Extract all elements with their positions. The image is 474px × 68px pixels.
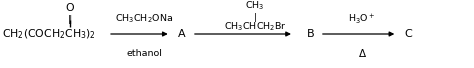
Text: |: | — [254, 13, 256, 21]
Text: H$_3$O$^+$: H$_3$O$^+$ — [348, 12, 376, 26]
Text: CH$_3$CHCH$_2$Br: CH$_3$CHCH$_2$Br — [224, 21, 286, 33]
Text: O: O — [66, 3, 74, 13]
Text: ethanol: ethanol — [127, 49, 163, 58]
Text: C: C — [405, 29, 412, 39]
Text: CH$_3$CH$_2$ONa: CH$_3$CH$_2$ONa — [115, 13, 174, 25]
Text: CH$_2$(COCH$_2$CH$_3$)$_2$: CH$_2$(COCH$_2$CH$_3$)$_2$ — [2, 27, 96, 41]
Text: CH$_3$: CH$_3$ — [245, 0, 265, 12]
Text: $\Delta$: $\Delta$ — [357, 47, 367, 59]
Text: ‖: ‖ — [68, 15, 72, 24]
Text: A: A — [178, 29, 185, 39]
Text: B: B — [307, 29, 314, 39]
